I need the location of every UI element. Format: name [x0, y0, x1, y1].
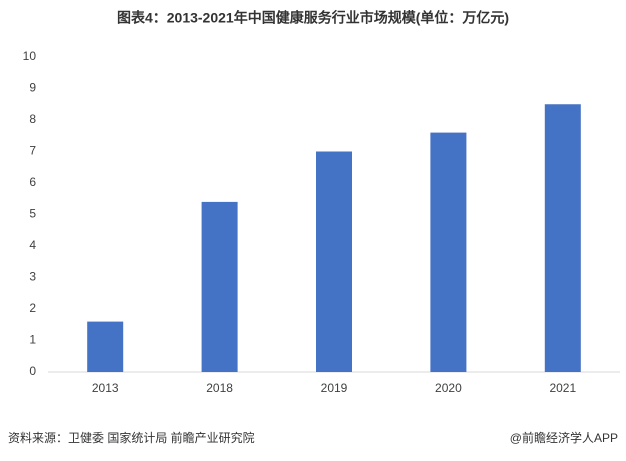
- x-tick-label: 2013: [92, 381, 119, 395]
- y-tick-label: 8: [29, 112, 36, 126]
- y-tick-label: 2: [29, 301, 36, 315]
- x-tick-label: 2018: [206, 381, 233, 395]
- bar: [430, 132, 467, 372]
- y-tick-label: 0: [29, 364, 36, 378]
- y-tick-label: 1: [29, 333, 36, 347]
- x-tick-label: 2021: [549, 381, 576, 395]
- bar: [544, 104, 581, 372]
- y-tick-label: 10: [23, 49, 37, 63]
- source: 资料来源：卫健委 国家统计局 前瞻产业研究院: [8, 430, 255, 445]
- x-tick-label: 2020: [435, 381, 462, 395]
- y-tick-label: 3: [29, 270, 36, 284]
- bar: [316, 151, 352, 372]
- bar: [87, 321, 124, 372]
- x-tick-label: 2019: [321, 381, 348, 395]
- chart-title: 图表4：2013-2021年中国健康服务行业市场规模(单位：万亿元): [117, 10, 509, 26]
- y-tick-label: 7: [29, 144, 36, 158]
- y-tick-label: 9: [29, 81, 36, 95]
- y-tick-label: 6: [29, 175, 36, 189]
- bar: [201, 201, 238, 372]
- credit: @前瞻经济学人APP: [510, 430, 618, 445]
- y-tick-label: 4: [29, 238, 36, 252]
- y-tick-label: 5: [29, 207, 36, 221]
